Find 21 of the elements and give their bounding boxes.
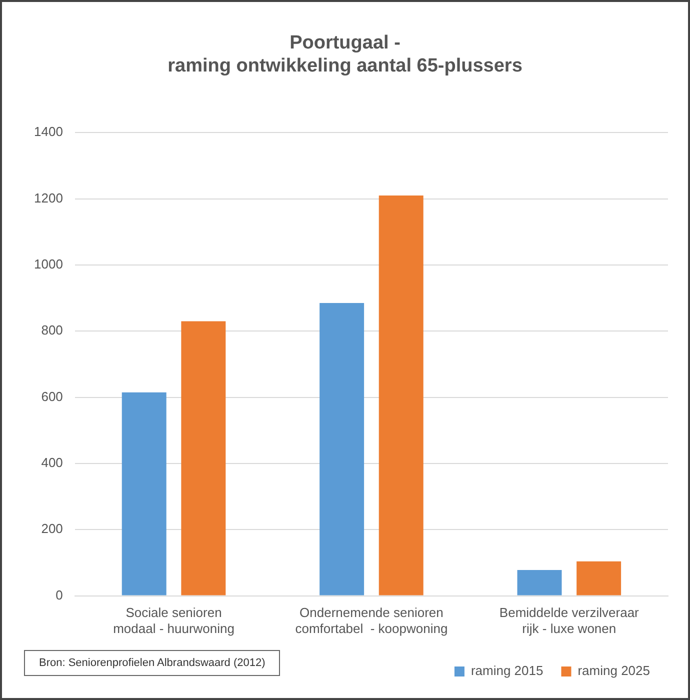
x-tick-label: Sociale senioren modaal - huurwoning xyxy=(113,605,234,636)
bar xyxy=(181,321,226,596)
chart-title: Poortugaal - raming ontwikkeling aantal 65-plussers xyxy=(168,32,522,76)
y-tick-label: 600 xyxy=(41,388,63,404)
bar xyxy=(122,392,166,596)
bar xyxy=(378,195,424,596)
y-tick-label: 400 xyxy=(41,455,63,470)
text: Bron: Seniorenprofielen Albrandswaard (2012) xyxy=(24,650,280,676)
x-tick-label: Bemiddelde verzilveraar rijk - luxe wonen xyxy=(499,605,640,636)
y-tick-label: 200 xyxy=(41,521,63,536)
y-tick-label: 1200 xyxy=(34,190,63,206)
y-tick-label: 0 xyxy=(56,587,63,602)
y-tick-label: 1000 xyxy=(34,256,63,272)
bar xyxy=(576,561,622,596)
y-tick-label: 1400 xyxy=(34,124,63,140)
legend-label: raming 2015 xyxy=(470,663,544,678)
bar xyxy=(320,302,364,596)
legend-label: raming 2025 xyxy=(578,663,650,678)
y-tick-label: 800 xyxy=(41,322,63,338)
bar xyxy=(517,570,562,596)
x-tick-label: Ondernemende senioren comfortabel - koopwoning xyxy=(295,605,448,636)
